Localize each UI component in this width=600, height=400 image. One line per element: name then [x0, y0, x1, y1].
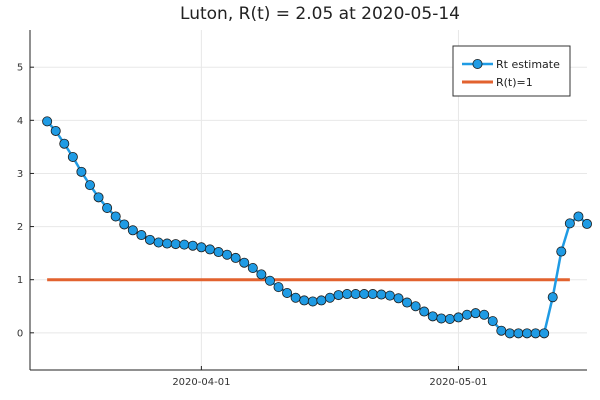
rt-estimate-point	[479, 309, 490, 320]
rt-estimate-point	[530, 328, 541, 339]
rt-estimate-point	[93, 192, 104, 203]
rt-estimate-point	[350, 289, 361, 300]
rt-estimate-point	[102, 202, 113, 213]
rt-estimate-point	[496, 325, 507, 336]
rt-estimate-point	[444, 313, 455, 324]
rt-estimate-point	[539, 328, 550, 339]
chart-title: Luton, R(t) = 2.05 at 2020-05-14	[180, 4, 460, 24]
rt-estimate-point	[453, 312, 464, 323]
legend: Rt estimate R(t)=1	[452, 45, 571, 97]
rt-estimate-point	[247, 262, 258, 273]
rt-estimate-point	[179, 239, 190, 250]
series	[42, 116, 593, 339]
rt-estimate-point	[119, 219, 130, 230]
tick-labels: 0 1 2 3 4 5 2020-04-01 2020-05-01	[17, 63, 488, 388]
rt-estimate-point	[384, 290, 395, 301]
rt-estimate-point	[50, 125, 61, 136]
y-tick-label: 3	[17, 169, 23, 180]
rt-estimate-point	[213, 247, 224, 258]
legend-marker-rt	[472, 59, 483, 70]
rt-estimate-point	[204, 244, 215, 255]
rt-estimate-point	[144, 234, 155, 245]
legend-label-rt: Rt estimate	[496, 58, 560, 71]
rt-estimate-point	[427, 311, 438, 322]
y-tick-label: 2	[17, 222, 23, 233]
rt-estimate-point	[59, 138, 70, 149]
rt-estimate-point	[393, 293, 404, 304]
y-tick-label: 1	[17, 275, 23, 286]
axes	[29, 30, 587, 371]
rt-estimate-point	[436, 313, 447, 324]
rt-estimate-point	[110, 211, 121, 222]
rt-estimate-point	[76, 166, 87, 177]
rt-estimate-point	[324, 292, 335, 303]
rt-estimate-point	[573, 211, 584, 222]
legend-label-ref: R(t)=1	[496, 76, 533, 89]
rt-estimate-point	[316, 295, 327, 306]
rt-estimate-point	[153, 237, 164, 248]
x-tick-label: 2020-05-01	[429, 377, 487, 388]
y-tick-label: 0	[17, 328, 23, 339]
rt-estimate-point	[127, 225, 138, 236]
rt-estimate-point	[84, 180, 95, 191]
rt-estimate-point	[239, 257, 250, 268]
rt-estimate-point	[342, 289, 353, 300]
rt-estimate-point	[256, 269, 267, 280]
rt-estimate-point	[410, 301, 421, 312]
rt-estimate-point	[582, 218, 593, 229]
rt-estimate-point	[162, 238, 173, 249]
rt-estimate-point	[556, 246, 567, 257]
y-tick-label: 5	[17, 63, 23, 74]
y-tick-label: 4	[17, 116, 23, 127]
rt-estimate-point	[359, 289, 370, 300]
rt-estimate-point	[462, 309, 473, 320]
rt-estimate-point	[136, 230, 147, 241]
rt-estimate-point	[222, 249, 233, 260]
rt-estimate-point	[333, 290, 344, 301]
rt-estimate-point	[230, 252, 241, 263]
rt-estimate-point	[299, 295, 310, 306]
rt-estimate-point	[273, 282, 284, 293]
rt-estimate-point	[187, 240, 198, 251]
rt-estimate-point	[67, 151, 78, 162]
rt-estimate-point	[307, 296, 318, 307]
rt-estimate-point	[42, 116, 53, 127]
rt-estimate-point	[487, 316, 498, 327]
rt-estimate-point	[504, 328, 515, 339]
rt-estimate-point	[367, 289, 378, 300]
rt-estimate-point	[282, 287, 293, 298]
rt-estimate-point	[419, 306, 430, 317]
rt-estimate-point	[470, 308, 481, 319]
rt-estimate-point	[264, 275, 275, 286]
rt-estimate-point	[522, 328, 533, 339]
legend-box	[452, 45, 571, 97]
rt-estimate-point	[170, 239, 181, 250]
rt-estimate-point	[547, 292, 558, 303]
rt-estimate-point	[376, 289, 387, 300]
rt-estimate-point	[196, 242, 207, 253]
rt-estimate-point	[402, 297, 413, 308]
rt-estimate-point	[290, 292, 301, 303]
rt-estimate-point	[564, 218, 575, 229]
x-tick-label: 2020-04-01	[172, 377, 230, 388]
rt-estimate-point	[513, 328, 524, 339]
